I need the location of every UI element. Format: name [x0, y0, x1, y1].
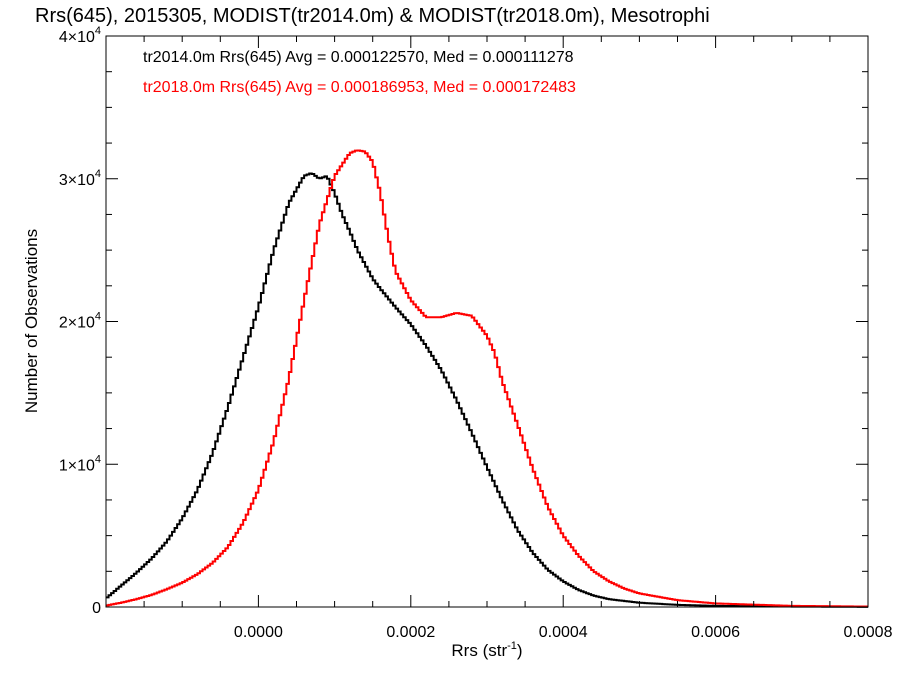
series-layer — [106, 149, 868, 608]
y-tick-label-0: 0 — [92, 600, 101, 617]
y-tick-mantissa-1: 1×10 — [59, 457, 95, 474]
legend: tr2014.0m Rrs(645) Avg = 0.000122570, Me… — [143, 49, 576, 96]
y-tick-label-3: 3×104 — [59, 168, 101, 189]
y-tick-label-2: 2×104 — [59, 311, 101, 332]
y-axis-label: Number of Observations — [22, 229, 41, 413]
y-tick-label-1: 1×104 — [59, 453, 101, 474]
y-tick-exponent-1: 4 — [95, 453, 101, 465]
chart-title: Rrs(645), 2015305, MODIST(tr2014.0m) & M… — [35, 5, 710, 27]
x-tick-label-2: 0.0004 — [539, 624, 588, 641]
legend-entry-1: tr2018.0m Rrs(645) Avg = 0.000186953, Me… — [143, 79, 576, 96]
legend-entry-0: tr2014.0m Rrs(645) Avg = 0.000122570, Me… — [143, 49, 574, 66]
x-tick-labels: 0.0000 0.0002 0.0004 0.0006 0.0008 — [234, 624, 893, 641]
plot-frame — [105, 35, 869, 608]
y-tick-mantissa-0: 0 — [92, 600, 101, 617]
x-axis-label-close: ) — [517, 641, 523, 660]
y-tick-mantissa-3: 3×10 — [59, 172, 95, 189]
x-tick-label-1: 0.0002 — [386, 624, 435, 641]
x-axis-label-sup: -1 — [507, 640, 517, 652]
y-tick-mantissa-2: 2×10 — [59, 315, 95, 332]
y-tick-exponent-4: 4 — [95, 25, 101, 37]
series-line-0 — [106, 172, 868, 608]
y-tick-label-4: 4×104 — [59, 25, 101, 46]
x-tick-label-4: 0.0008 — [844, 624, 893, 641]
x-tick-label-3: 0.0006 — [691, 624, 740, 641]
y-tick-exponent-2: 4 — [95, 311, 101, 323]
x-axis-label-main: Rrs (str — [451, 641, 507, 660]
x-tick-label-0: 0.0000 — [234, 624, 283, 641]
series-line-1 — [106, 149, 868, 608]
y-tick-exponent-3: 4 — [95, 168, 101, 180]
x-axis-label: Rrs (str-1) — [451, 640, 522, 660]
y-tick-mantissa-4: 4×10 — [59, 29, 95, 46]
ticks-layer — [106, 35, 869, 608]
